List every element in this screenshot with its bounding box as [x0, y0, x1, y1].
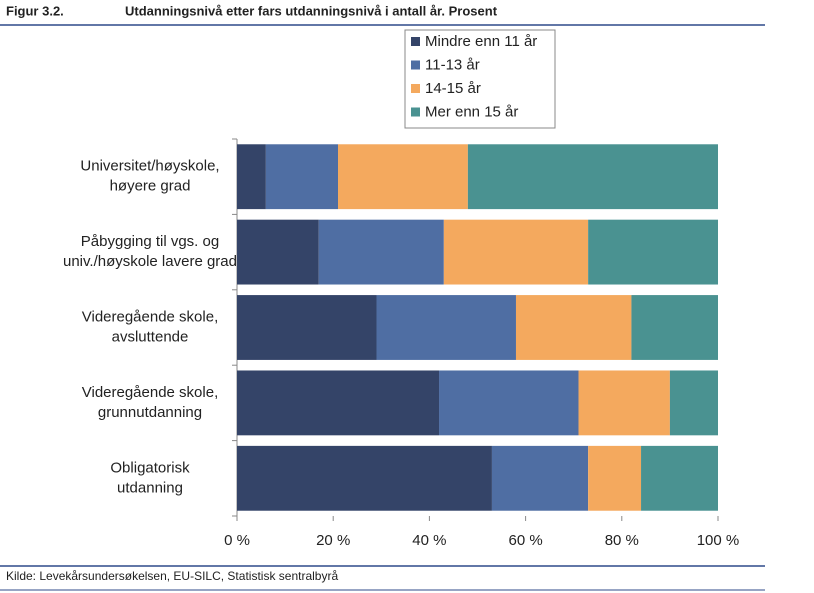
legend-label: Mindre enn 11 år	[425, 33, 537, 50]
y-tick-label: Videregående skole, avsluttende	[82, 308, 219, 345]
legend-swatch	[411, 84, 420, 93]
source-note: Kilde: Levekårsundersøkelsen, EU-SILC, S…	[6, 569, 338, 583]
y-tick-label: Påbygging til vgs. og univ./høyskole lave…	[63, 233, 237, 270]
legend-box	[404, 29, 556, 129]
bar-segment	[515, 295, 632, 360]
x-tick-label: 0 %	[224, 532, 250, 549]
y-tick-label: Videregående skole, grunnutdanning	[82, 384, 219, 421]
legend-swatch	[411, 37, 420, 46]
bar-segment	[237, 370, 440, 436]
bar-segment	[237, 144, 266, 210]
bar-segment	[443, 219, 589, 285]
bar-segment	[588, 445, 642, 511]
bar-segment	[237, 445, 492, 511]
bar-segment	[338, 144, 468, 210]
bar-segment	[491, 445, 589, 511]
bar-segment	[237, 295, 377, 360]
figure-label: Figur 3.2.	[6, 3, 64, 18]
chart-title: Utdanningsnivå etter fars utdanningsnivå…	[125, 3, 498, 18]
bar-segment	[669, 370, 718, 436]
x-tick-label: 60 %	[508, 532, 542, 549]
x-tick-label: 100 %	[697, 532, 740, 549]
bar-segment	[237, 219, 319, 285]
legend-label: Mer enn 15 år	[425, 103, 518, 120]
bar-segment	[265, 144, 339, 210]
legend-swatch	[411, 60, 420, 70]
legend-label: 11-13 år	[425, 56, 480, 73]
legend-swatch	[411, 107, 420, 117]
bar-segment	[631, 295, 718, 360]
y-tick-label: Obligatorisk utdanning	[110, 459, 190, 496]
bar-segment	[467, 144, 718, 210]
bar-segment	[376, 295, 516, 360]
x-tick-label: 20 %	[316, 532, 350, 549]
bar-segment	[588, 219, 718, 285]
x-tick-label: 40 %	[412, 532, 446, 549]
x-tick-label: 80 %	[605, 532, 639, 549]
bar-segment	[318, 219, 444, 285]
legend-label: 14-15 år	[425, 80, 481, 97]
bar-segment	[578, 370, 670, 436]
bar-segment	[641, 445, 718, 511]
bar-segment	[439, 370, 579, 436]
y-tick-label: Universitet/høyskole, høyere grad	[80, 158, 219, 195]
